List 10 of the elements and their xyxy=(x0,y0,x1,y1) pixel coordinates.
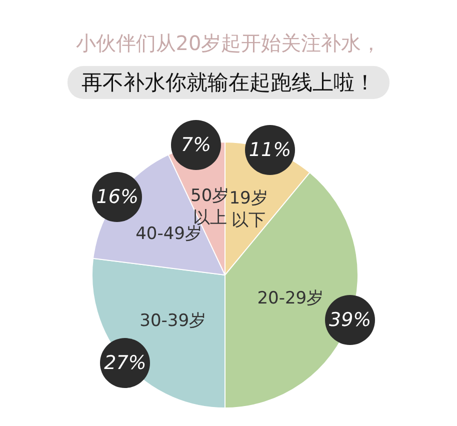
data-label: 16% xyxy=(92,172,142,222)
chart-subtitle: 再不补水你就输在起跑线上啦！ xyxy=(82,70,376,94)
data-label: 27% xyxy=(100,338,150,388)
data-label: 39% xyxy=(325,295,376,346)
slice-label: 20-29岁 xyxy=(257,288,324,309)
slice-label: 19岁以下 xyxy=(229,188,268,231)
data-label: 7% xyxy=(170,120,221,170)
data-label: 11% xyxy=(245,124,296,175)
slice-label: 30-39岁 xyxy=(140,310,206,331)
chart-title: 小伙伴们从20岁起开始关注补水， xyxy=(76,31,382,55)
